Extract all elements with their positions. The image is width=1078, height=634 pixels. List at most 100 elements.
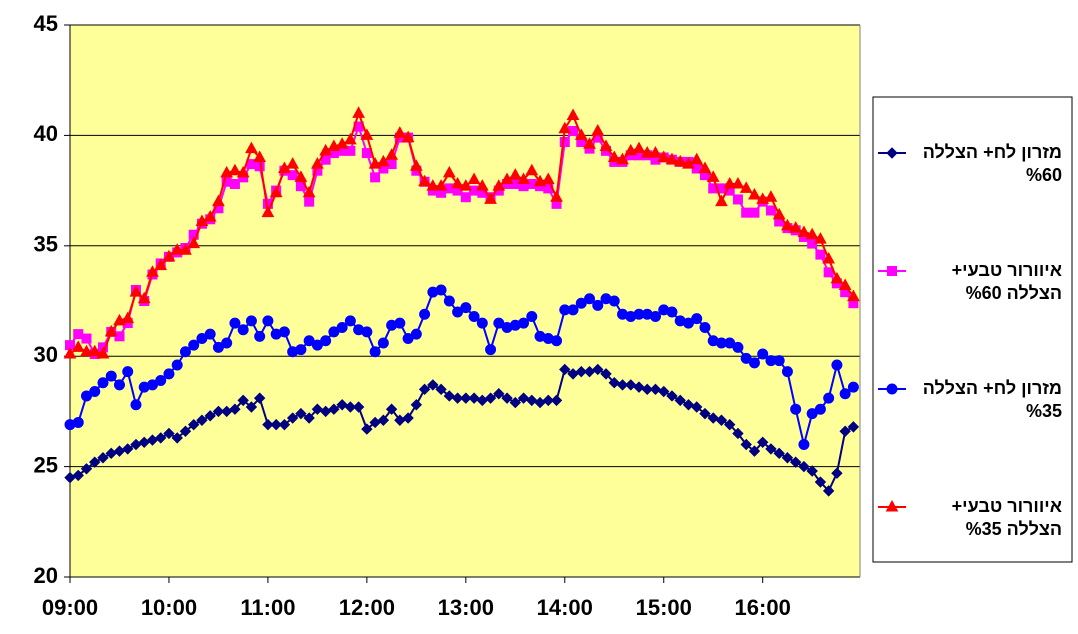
marker — [97, 452, 109, 464]
marker — [253, 392, 266, 404]
marker — [163, 427, 175, 440]
marker — [739, 181, 753, 193]
marker — [790, 403, 802, 415]
marker — [228, 163, 242, 176]
marker — [789, 456, 802, 468]
marker — [426, 179, 440, 191]
marker — [435, 383, 447, 396]
marker — [204, 328, 216, 340]
marker — [419, 308, 431, 320]
marker — [526, 310, 538, 322]
marker — [187, 236, 201, 249]
marker — [568, 125, 579, 136]
plot-area — [70, 25, 860, 577]
marker — [155, 432, 167, 444]
marker — [885, 499, 899, 512]
marker — [699, 407, 711, 420]
marker — [262, 315, 274, 327]
marker — [163, 368, 175, 380]
marker — [839, 425, 851, 437]
marker — [179, 425, 192, 437]
marker — [566, 108, 580, 121]
marker — [476, 317, 488, 329]
marker — [203, 210, 217, 222]
y-tick-label: 45 — [34, 11, 58, 36]
marker — [278, 418, 291, 431]
marker — [698, 161, 712, 174]
marker — [673, 154, 687, 167]
marker — [377, 337, 389, 349]
marker — [831, 359, 843, 371]
marker — [229, 403, 241, 415]
marker — [732, 194, 743, 205]
marker — [706, 170, 720, 182]
marker — [485, 344, 497, 356]
marker — [772, 207, 786, 220]
marker — [484, 392, 497, 404]
marker — [583, 137, 596, 149]
marker — [475, 179, 489, 191]
marker — [72, 416, 84, 428]
marker — [591, 123, 605, 136]
marker — [886, 383, 898, 395]
x-tick-label: 13:00 — [438, 595, 494, 620]
marker — [616, 152, 629, 165]
marker — [72, 469, 84, 482]
marker — [616, 379, 629, 391]
marker — [212, 405, 225, 418]
marker — [345, 145, 356, 156]
marker — [600, 368, 612, 380]
marker — [401, 130, 415, 143]
marker — [361, 423, 373, 435]
marker — [459, 179, 473, 191]
marker — [270, 418, 282, 431]
marker — [690, 152, 704, 165]
marker — [798, 460, 810, 473]
marker — [451, 392, 464, 404]
marker — [757, 348, 769, 360]
marker — [847, 381, 859, 393]
marker — [773, 447, 785, 460]
marker — [221, 337, 233, 349]
marker — [567, 304, 579, 316]
x-tick-label: 15:00 — [636, 595, 692, 620]
marker — [649, 146, 662, 158]
marker — [460, 192, 471, 203]
marker — [492, 179, 506, 191]
marker — [287, 170, 298, 181]
marker — [336, 321, 348, 333]
marker — [162, 249, 176, 262]
marker — [518, 317, 530, 329]
marker — [262, 418, 274, 431]
marker — [797, 225, 811, 238]
marker — [658, 385, 670, 398]
marker — [295, 407, 307, 420]
legend-label-box: איוורור טבעי+ הצללה %35 — [952, 496, 1062, 539]
marker — [352, 401, 365, 413]
marker — [121, 311, 135, 324]
marker — [229, 317, 241, 329]
marker — [88, 344, 102, 357]
marker — [805, 227, 819, 240]
marker — [237, 394, 249, 407]
marker — [830, 271, 844, 284]
series — [64, 284, 859, 451]
marker — [418, 174, 431, 187]
marker — [320, 335, 332, 347]
marker — [427, 379, 439, 391]
marker — [640, 146, 654, 158]
marker — [632, 141, 646, 154]
marker — [886, 147, 898, 159]
marker — [369, 346, 381, 358]
marker — [245, 141, 258, 154]
marker — [122, 443, 134, 455]
marker — [410, 399, 423, 411]
marker — [592, 363, 604, 376]
marker — [229, 178, 240, 189]
marker — [748, 187, 761, 200]
marker — [89, 386, 101, 398]
marker — [105, 370, 117, 382]
legend-label-box: מזרון לח+ הצללה %35 — [923, 378, 1062, 421]
marker — [558, 121, 572, 134]
